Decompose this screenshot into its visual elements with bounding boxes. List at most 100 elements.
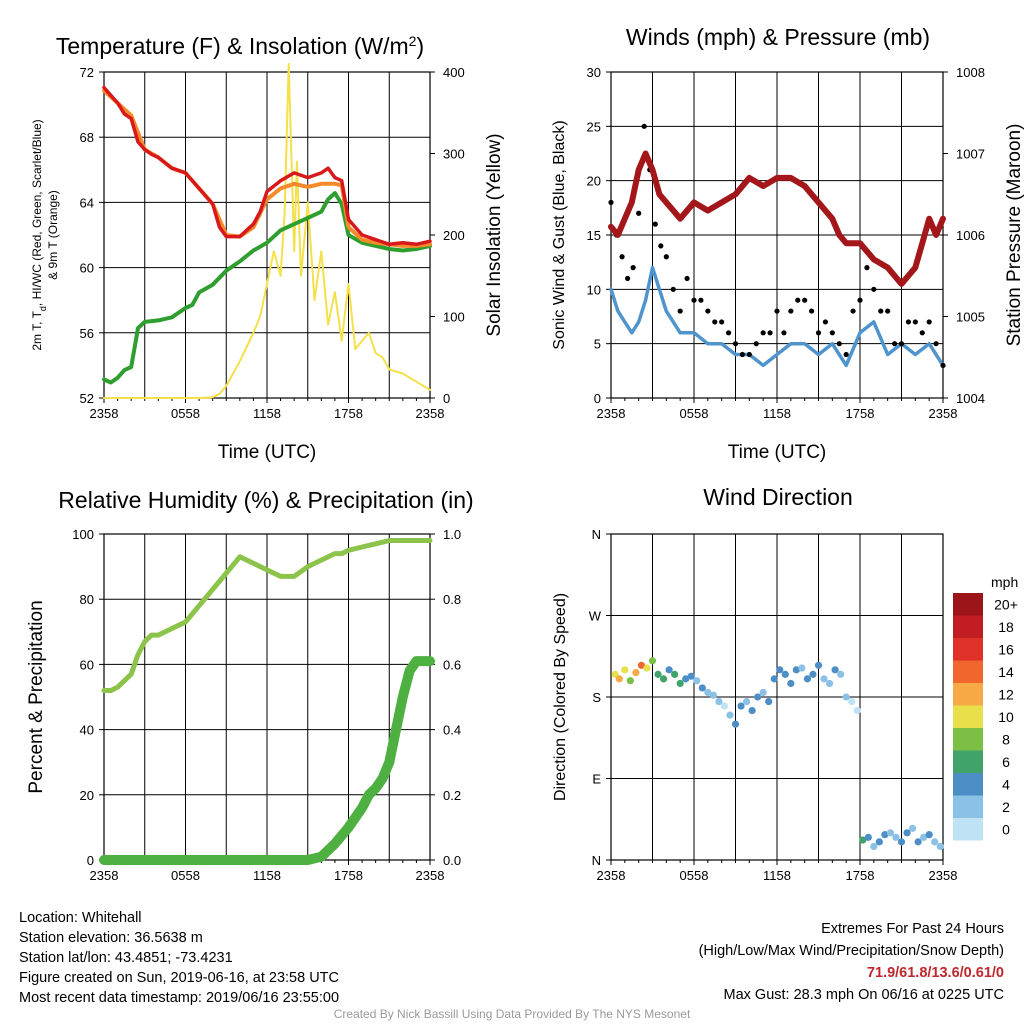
wind-direction-point <box>798 664 806 672</box>
wind-direction-point <box>742 697 751 706</box>
wind-direction-point <box>659 675 668 683</box>
wind-direction-point <box>748 706 756 715</box>
chart-title: Winds (mph) & Pressure (mb) <box>626 24 930 50</box>
wind-direction-point <box>776 666 784 674</box>
gust-point <box>684 275 690 282</box>
y-right-tick-label: 0.2 <box>443 788 461 803</box>
gust-point <box>891 341 898 347</box>
wind-direction-point <box>643 664 651 672</box>
x-tick-label: 2358 <box>597 868 626 883</box>
gust-point <box>774 308 780 314</box>
colorbar-swatch <box>953 750 983 773</box>
gust-point <box>850 308 856 314</box>
gust-point <box>808 308 815 314</box>
chart-title: Temperature (F) & Insolation (W/m2) <box>56 33 424 59</box>
wind-direction-point <box>781 670 789 678</box>
y-tick-label: 68 <box>80 130 94 145</box>
wind-direction-point <box>875 838 883 846</box>
y-tick-label: S <box>592 690 601 705</box>
wind-direction-point <box>837 670 845 678</box>
colorbar-label: 10 <box>998 709 1014 725</box>
wind-direction-point <box>715 697 723 706</box>
gust-point <box>767 330 773 336</box>
extremes-values: 71.9/61.8/13.6/0.61/0 <box>866 965 1004 981</box>
colorbar-swatch <box>953 638 983 661</box>
y-right-tick-label: 1007 <box>956 147 985 162</box>
wind-direction-point <box>881 831 889 839</box>
x-tick-label: 2358 <box>90 406 119 421</box>
y-axis-label-part: , HI/WC (Red, Green, Scarlet/Blue) <box>30 119 44 306</box>
y-tick-label: 64 <box>80 195 94 210</box>
x-tick-label: 1758 <box>846 406 875 421</box>
wind-direction-point <box>682 675 690 683</box>
humidity-chart: 2358 0558 1158 1758 23580204060801000.00.20.… <box>26 487 474 883</box>
dewpoint-line <box>102 191 432 385</box>
gust-point <box>905 319 912 325</box>
y-right-tick-label: 0 <box>443 391 450 406</box>
wind-direction-point <box>615 675 623 683</box>
colorbar-swatch <box>953 728 983 751</box>
gust-point <box>843 351 849 358</box>
y-axis-label: Sonic Wind & Gust (Blue, Black) <box>551 120 568 349</box>
chart-title: Wind Direction <box>703 484 853 510</box>
x-tick-label: 0558 <box>171 406 200 421</box>
y-axis-label-part: 2m T, T <box>30 310 44 350</box>
y-tick-label: 5 <box>594 337 601 352</box>
title-superscript: 2 <box>409 33 417 49</box>
y-tick-label: 40 <box>80 723 94 738</box>
x-tick-label: 0558 <box>680 406 709 421</box>
wind-direction-point <box>770 675 778 683</box>
colorbar-label: 4 <box>1002 776 1010 792</box>
y-tick-label: 0 <box>87 853 94 868</box>
x-tick-label: 1158 <box>253 868 281 883</box>
colorbar-label: 0 <box>1002 821 1010 837</box>
gust-point <box>760 330 766 336</box>
wind-direction-point <box>864 833 872 841</box>
wind-direction-point <box>654 670 662 678</box>
wind-direction-point <box>848 697 856 706</box>
y-axis-label: 2m T, Td, HI/WC (Red, Green, Scarlet/Blu… <box>30 119 48 350</box>
y-right-tick-label: 100 <box>443 310 465 325</box>
wind-direction-point <box>626 677 634 685</box>
x-tick-label: 2358 <box>90 868 119 883</box>
gust-point <box>753 341 759 347</box>
colorbar-label: 12 <box>998 686 1014 702</box>
temperature-chart: 2358 0558 1158 1758 235852566064687201002003… <box>30 33 505 463</box>
precipitation-line <box>99 656 435 865</box>
gust-point <box>652 221 658 227</box>
wind-direction-point <box>737 702 745 710</box>
wind-direction-point <box>621 666 629 674</box>
wind-direction-point <box>853 706 861 715</box>
wind-direction-point <box>886 829 895 837</box>
colorbar-swatch <box>953 593 983 616</box>
y-right-tick-label: 400 <box>443 65 465 80</box>
x-tick-label: 2358 <box>929 406 958 421</box>
extremes-info: Extremes For Past 24 Hours (High/Low/Max… <box>699 918 1004 1006</box>
wind-direction-point <box>820 675 828 683</box>
x-tick-label: 2358 <box>416 406 445 421</box>
gust-point <box>725 330 732 336</box>
title-close: ) <box>416 33 424 59</box>
latlon-text: Station lat/lon: 43.4851; -73.4231 <box>19 950 233 966</box>
wind-direction-point <box>765 697 773 706</box>
x-tick-label: 2358 <box>416 868 445 883</box>
y-right-tick-label: 1008 <box>956 65 985 80</box>
y-axis-label: Direction (Colored By Speed) <box>552 593 569 801</box>
gust-point <box>815 330 822 336</box>
wind-direction-point <box>754 693 762 701</box>
wind-direction-point <box>648 657 657 665</box>
wind-direction-point <box>726 711 734 719</box>
elevation-text: Station elevation: 36.5638 m <box>19 930 203 946</box>
y-tick-label: 30 <box>587 65 601 80</box>
wind-direction-point <box>665 666 673 674</box>
y-tick-label: 72 <box>80 65 94 80</box>
y-tick-label: N <box>592 853 601 868</box>
x-tick-label: 1158 <box>253 406 281 421</box>
y-right-axis-label: Station Pressure (Maroon) <box>1004 124 1024 347</box>
wind-direction-point <box>704 688 712 697</box>
x-tick-label: 1758 <box>334 406 363 421</box>
x-tick-label: 1758 <box>334 868 363 883</box>
gust-point <box>781 330 787 336</box>
max-gust-text: Max Gust: 28.3 mph On 06/16 at 0225 UTC <box>723 987 1004 1003</box>
